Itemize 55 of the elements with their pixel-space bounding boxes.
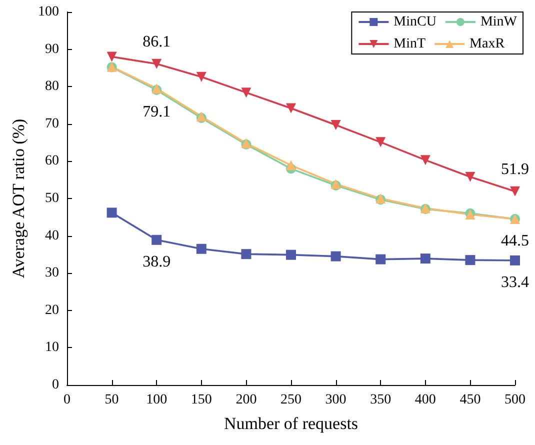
y-tick-label: 40 [45, 228, 59, 244]
point [376, 137, 386, 148]
point [152, 234, 162, 245]
data-label: 79.1 [142, 103, 171, 120]
point [286, 250, 296, 260]
y-tick-label: 30 [45, 266, 59, 281]
legend-label: MinT [394, 36, 426, 52]
x-tick-label: 400 [414, 392, 436, 408]
point [286, 103, 296, 114]
x-tick-label: 100 [146, 392, 168, 408]
data-label: 38.9 [142, 253, 171, 270]
point [510, 186, 520, 196]
x-tick-label: 300 [325, 392, 346, 408]
point [510, 255, 520, 266]
y-tick-label: 10 [45, 340, 59, 356]
y-tick-label: 50 [45, 191, 59, 206]
x-tick-label: 450 [460, 392, 481, 408]
y-tick-label: 80 [45, 79, 59, 94]
data-label: 33.4 [501, 274, 529, 291]
data-label: 86.1 [142, 33, 171, 50]
y-tick-label: 20 [45, 302, 59, 318]
legend-label: MinW [480, 14, 518, 30]
point [106, 208, 117, 218]
x-tick-label: 350 [370, 392, 392, 408]
x-tick-label: 150 [190, 392, 212, 408]
data-label: 44.5 [501, 232, 529, 250]
point [241, 88, 252, 98]
data-label: 51.9 [501, 160, 529, 178]
point [106, 52, 117, 62]
y-tick-label: 100 [38, 4, 59, 20]
point [196, 244, 206, 254]
y-tick-label: 0 [52, 378, 59, 392]
point [465, 255, 476, 266]
x-tick-label: 0 [64, 392, 70, 408]
point [420, 254, 430, 264]
x-tick-label: 250 [280, 392, 302, 408]
point [465, 172, 476, 182]
x-tick-label: 500 [504, 392, 526, 408]
x-tick-label: 50 [104, 392, 119, 408]
y-axis-title: Average AOT ratio (%) [9, 118, 28, 278]
legend-label: MaxR [470, 36, 506, 52]
point [152, 58, 162, 69]
x-axis-title: Number of requests [224, 414, 358, 433]
point [376, 254, 386, 264]
x-tick-label: 200 [236, 392, 257, 408]
point [330, 251, 341, 262]
point [286, 160, 296, 170]
point [330, 120, 341, 130]
point [196, 72, 206, 82]
point [420, 155, 430, 166]
legend-label: MinCU [394, 14, 436, 30]
point [241, 249, 252, 260]
y-tick-label: 70 [45, 116, 59, 132]
y-tick-label: 90 [45, 42, 59, 57]
y-tick-label: 60 [45, 154, 59, 169]
